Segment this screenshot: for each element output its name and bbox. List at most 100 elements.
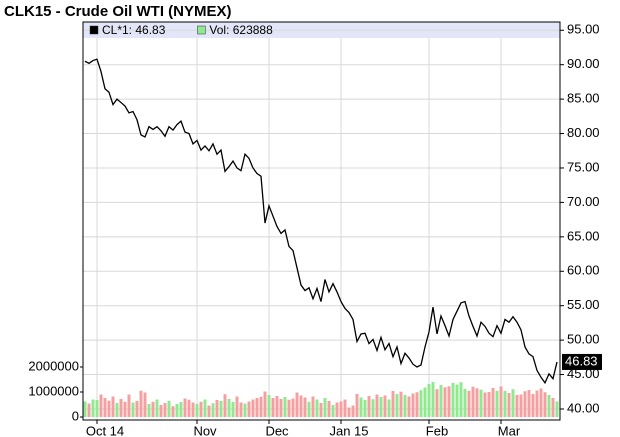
plot-border: [82, 21, 561, 421]
volume-bar: [179, 402, 183, 417]
volume-bar: [267, 395, 271, 417]
volume-bar: [143, 392, 147, 417]
volume-bar: [95, 400, 99, 417]
volume-bar: [339, 401, 343, 417]
volume-bar: [343, 399, 347, 417]
y2-tick-label: 2000000: [28, 358, 79, 373]
legend-swatch: [89, 25, 99, 35]
volume-bar: [491, 388, 495, 417]
price-line: [84, 58, 558, 385]
volume-bar: [283, 397, 287, 417]
volume-bar: [331, 405, 335, 417]
volume-bar: [151, 401, 155, 417]
volume-bar: [539, 388, 543, 417]
volume-bar: [511, 389, 515, 417]
volume-bar: [271, 398, 275, 417]
volume-bar: [195, 404, 199, 417]
volume-bar: [411, 393, 415, 417]
volume-bar: [363, 400, 367, 417]
x-tick-label: Feb: [426, 423, 448, 437]
x-tick-label: Nov: [193, 423, 217, 437]
volume-bar: [223, 394, 227, 417]
volume-bar: [403, 395, 407, 417]
volume-bar: [203, 399, 207, 417]
volume-bar: [419, 390, 423, 417]
volume-bar: [531, 394, 535, 417]
volume-bar: [427, 384, 431, 417]
volume-bar: [167, 400, 171, 417]
volume-bar: [119, 399, 123, 417]
volume-bar: [115, 403, 119, 417]
volume-bar: [443, 387, 447, 417]
volume-bar: [527, 390, 531, 417]
volume-bar: [107, 400, 111, 417]
volume-bar: [543, 392, 547, 417]
y-tick-label: 65.00: [567, 228, 600, 243]
volume-bar: [99, 394, 103, 417]
volume-bar: [287, 399, 291, 417]
volume-bar: [351, 405, 355, 417]
y2-tick-label: 0: [72, 408, 79, 423]
volume-bar: [387, 399, 391, 417]
volume-bar: [191, 402, 195, 417]
volume-bar: [259, 396, 263, 417]
volume-bar: [535, 390, 539, 417]
volume-bar: [319, 403, 323, 417]
volume-bar: [315, 399, 319, 417]
volume-bar: [175, 404, 179, 417]
volume-bar: [431, 382, 435, 417]
y-tick-label: 40.00: [567, 400, 600, 415]
volume-bar: [207, 405, 211, 417]
legend-swatch: [197, 25, 206, 35]
volume-bar: [227, 399, 231, 417]
y-tick-label: 95.00: [567, 22, 600, 37]
volume-bar: [335, 402, 339, 417]
volume-bar: [499, 386, 503, 417]
volume-bar: [507, 393, 511, 417]
volume-bar: [111, 396, 115, 417]
volume-bar: [135, 401, 139, 417]
y-tick-label: 90.00: [567, 56, 600, 71]
volume-bar: [327, 401, 331, 417]
volume-bar: [451, 383, 455, 417]
volume-bar: [407, 396, 411, 417]
volume-bar: [219, 401, 223, 417]
volume-bar: [199, 401, 203, 417]
y-tick-label: 55.00: [567, 297, 600, 312]
volume-bar: [127, 394, 131, 417]
y2-tick-label: 1000000: [28, 383, 79, 398]
volume-bar: [551, 398, 555, 417]
volume-bar: [323, 398, 327, 417]
volume-bar: [231, 402, 235, 417]
legend-label: CL*1: 46.83: [102, 23, 166, 37]
volume-bar: [487, 392, 491, 417]
volume-bar: [483, 392, 487, 417]
last-price-label: 46.83: [565, 353, 598, 368]
volume-bar: [359, 397, 363, 417]
volume-bar: [103, 398, 107, 417]
volume-bar: [435, 389, 439, 417]
volume-bar: [555, 401, 559, 417]
volume-bar: [391, 391, 395, 417]
y-tick-label: 75.00: [567, 159, 600, 174]
volume-bar: [131, 402, 135, 417]
volume-bar: [87, 403, 91, 417]
volume-bar: [307, 401, 311, 417]
volume-bar: [183, 398, 187, 417]
volume-bar: [243, 403, 247, 417]
volume-bar: [475, 388, 479, 417]
volume-bar: [503, 391, 507, 417]
volume-bar: [479, 389, 483, 417]
volume-bar: [91, 399, 95, 417]
chart-title: CLK15 - Crude Oil WTI (NYMEX): [4, 3, 232, 20]
volume-bar: [471, 386, 475, 417]
volume-bar: [123, 401, 127, 417]
volume-bar: [495, 390, 499, 417]
volume-bar: [255, 398, 259, 417]
x-tick-label: Dec: [265, 423, 289, 437]
volume-bar: [291, 398, 295, 417]
volume-bar: [447, 386, 451, 417]
volume-bar: [299, 395, 303, 417]
volume-bar: [367, 396, 371, 417]
